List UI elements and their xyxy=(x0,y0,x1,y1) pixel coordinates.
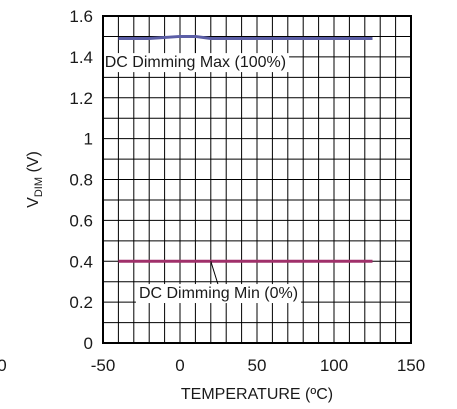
y-tick-label: 0.6 xyxy=(69,211,93,230)
annotation-label: DC Dimming Min (0%) xyxy=(139,285,298,302)
y-tick-label: 0 xyxy=(84,334,93,353)
y-label-main: V xyxy=(25,197,42,208)
x-tick-label: 50 xyxy=(248,356,267,375)
plot-frame xyxy=(102,15,412,344)
y-tick-label: 0.2 xyxy=(69,293,93,312)
y-tick-label: 1.4 xyxy=(69,48,93,67)
x-tick-label: 0 xyxy=(175,356,184,375)
y-tick-label: 1.6 xyxy=(69,7,93,26)
x-tick-label: 150 xyxy=(397,356,425,375)
x-tick-label: -50 xyxy=(91,356,116,375)
series-lines xyxy=(118,34,373,263)
y-tick-label: 1 xyxy=(84,130,93,149)
x-tick-label: 100 xyxy=(320,356,348,375)
y-label-unit: (V) xyxy=(25,151,42,177)
y-tick-label: 0.8 xyxy=(69,171,93,190)
annotation-label: DC Dimming Max (100%) xyxy=(105,54,286,71)
annotation-background xyxy=(101,53,290,73)
annotations: DC Dimming Max (100%) DC Dimming Min (0%) xyxy=(101,38,302,304)
annotation-background xyxy=(135,284,302,304)
x-axis-label: TEMPERATURE (ºC) xyxy=(181,386,333,403)
series-line-0 xyxy=(118,34,373,40)
partial-tick-label: 0 xyxy=(0,356,7,375)
y-tick-label: 1.2 xyxy=(69,89,93,108)
y-label-subscript: DIM xyxy=(33,177,45,197)
y-tick-label: 0.4 xyxy=(69,252,93,271)
annotation-leader xyxy=(210,261,219,287)
tick-labels: -50 0 50 100 150 0 0.2 0.4 0.6 0.8 1 1.2 1.4 1.6 xyxy=(69,7,425,375)
y-axis-label: VDIM (V) xyxy=(25,151,45,208)
